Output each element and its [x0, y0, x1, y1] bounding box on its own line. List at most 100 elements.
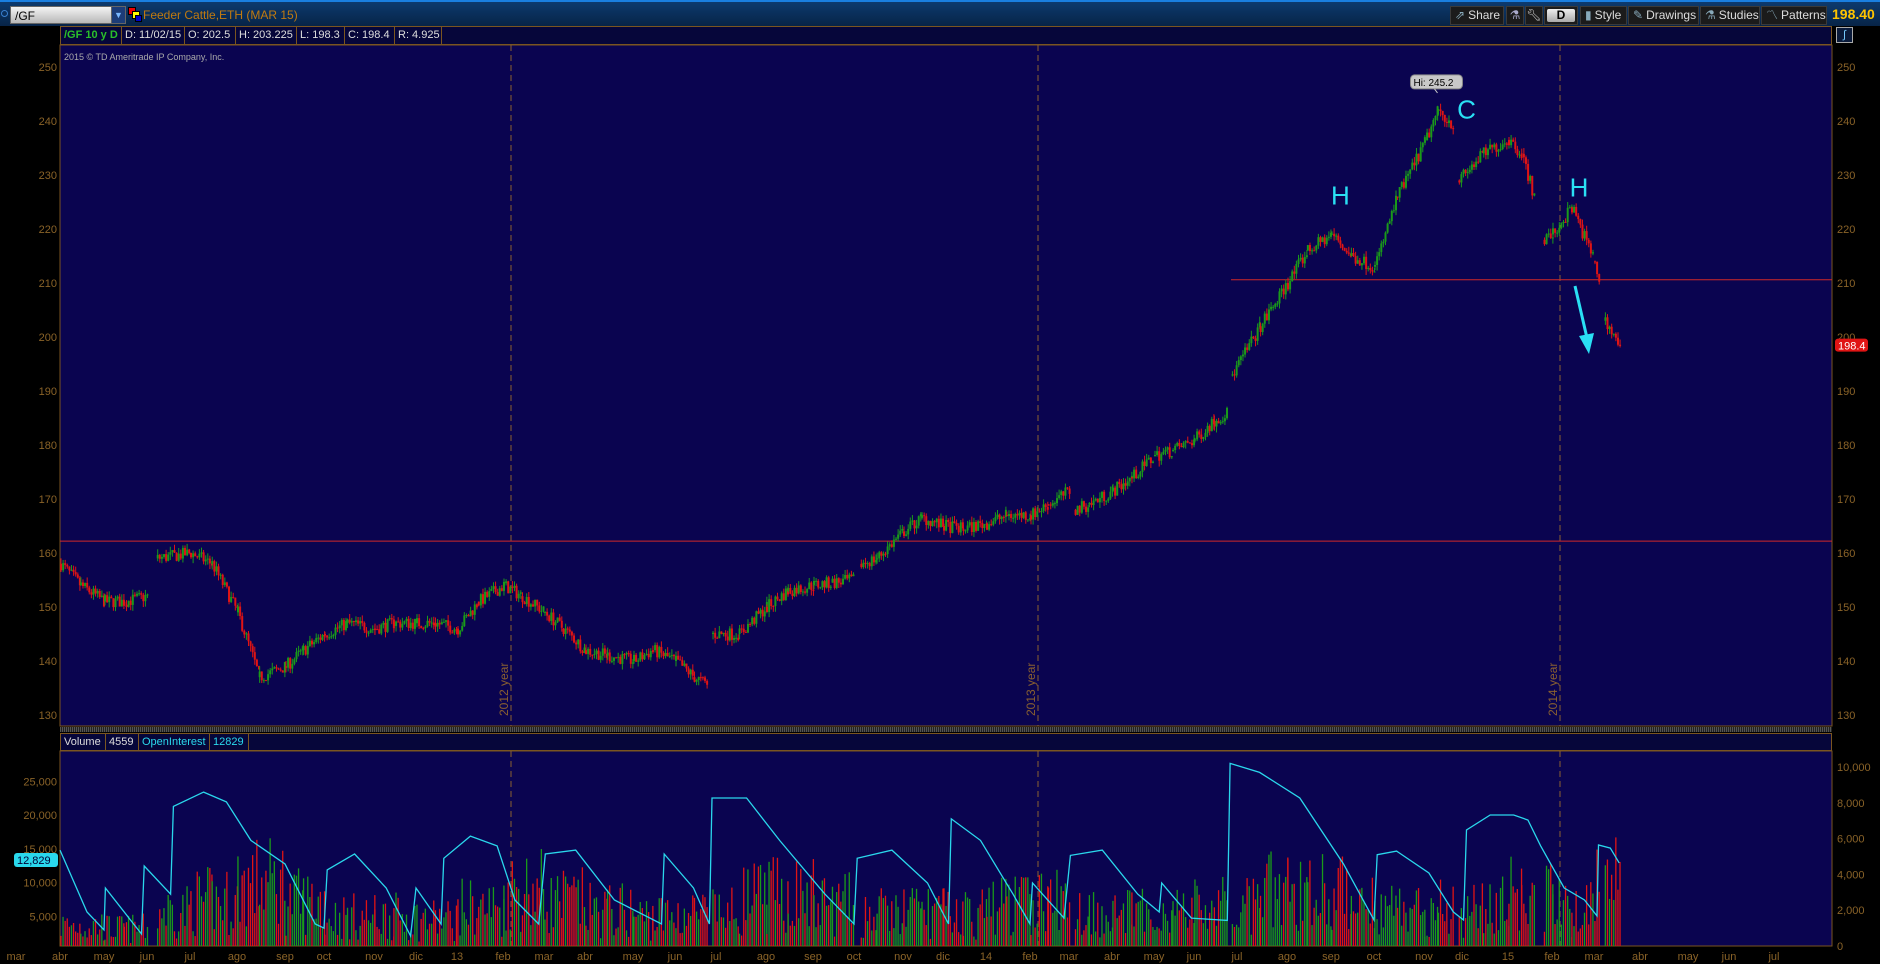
candle: [1250, 336, 1253, 344]
info-open: O: 202.5: [185, 27, 236, 44]
volume-bar: [1469, 915, 1471, 946]
patterns-button[interactable]: 〽 Patterns: [1761, 6, 1827, 25]
candle: [988, 524, 991, 530]
volume-bar: [134, 921, 136, 946]
volume-bar: [1413, 904, 1415, 946]
top-toolbar: /GF ▼ Feeder Cattle,ETH (MAR 15) ⇗ Share …: [0, 0, 1880, 26]
volume-bar: [178, 931, 180, 946]
candle: [239, 606, 242, 617]
candle: [1552, 228, 1554, 235]
volume-bar: [1506, 919, 1508, 946]
candle: [1439, 109, 1442, 111]
volume-bar: [1193, 922, 1195, 946]
candle: [507, 581, 510, 594]
candle: [1407, 173, 1410, 176]
candle: [1303, 257, 1306, 264]
volume-bar: [542, 889, 545, 946]
volume-bar: [1036, 923, 1038, 946]
candle: [511, 586, 514, 588]
candle: [919, 514, 922, 517]
date-tick: jul: [1230, 951, 1242, 963]
candle: [1030, 515, 1032, 520]
candle: [844, 574, 847, 579]
volume-bar: [397, 897, 399, 946]
volume-bar: [1209, 912, 1211, 946]
studies-button[interactable]: ⚗ Studies: [1700, 6, 1760, 25]
candle: [125, 604, 128, 607]
candle: [687, 668, 690, 675]
color-squares-icon[interactable]: [128, 7, 142, 23]
volume-bar: [271, 873, 273, 946]
style-button[interactable]: ▮ Style: [1580, 6, 1627, 25]
candle: [1000, 516, 1003, 520]
volume-bar: [455, 905, 458, 946]
share-label: Share: [1468, 8, 1501, 22]
candle: [475, 604, 478, 608]
candle: [1554, 228, 1557, 233]
volume-tick: 10,000: [23, 878, 57, 890]
volume-bar: [1452, 886, 1454, 946]
volume-bar: [1103, 933, 1105, 946]
volume-bar: [94, 919, 97, 946]
volume-bar: [317, 896, 319, 946]
candle: [675, 655, 677, 661]
candle: [1233, 374, 1236, 376]
volume-bar: [256, 839, 258, 946]
volume-bar: [353, 893, 355, 946]
studies-quick-button[interactable]: ⚗: [1506, 6, 1524, 25]
volume-bar: [833, 936, 836, 946]
volume-bar: [1307, 882, 1309, 946]
volume-bar: [577, 879, 579, 946]
volume-bar: [88, 928, 90, 946]
drawings-button[interactable]: ✎ Drawings: [1628, 6, 1699, 25]
date-tick: sep: [1322, 951, 1340, 963]
candle: [1464, 169, 1467, 173]
period-button[interactable]: D: [1544, 6, 1578, 25]
candle: [931, 521, 934, 527]
candle: [1443, 114, 1446, 122]
volume-bar: [1319, 913, 1322, 946]
volume-bar: [1411, 908, 1413, 946]
candle: [720, 631, 723, 635]
settings-button[interactable]: 🔧︎: [1525, 6, 1543, 25]
link-icon[interactable]: [1, 10, 8, 17]
volume-bar: [530, 925, 532, 946]
volume-bar: [745, 920, 747, 946]
candle: [1120, 484, 1123, 490]
candle: [430, 622, 433, 624]
candle: [597, 650, 600, 660]
volume-bar: [695, 911, 698, 946]
candle: [345, 621, 347, 631]
candle: [451, 632, 454, 634]
date-tick: may: [1144, 951, 1165, 963]
volume-bar: [609, 885, 611, 946]
expand-chart-icon[interactable]: ∫: [1836, 27, 1853, 43]
share-button[interactable]: ⇗ Share: [1450, 6, 1504, 25]
volume-bar: [237, 856, 239, 946]
candle: [1409, 169, 1412, 174]
volume-bar: [650, 940, 652, 946]
volume-bar: [1025, 877, 1027, 946]
date-tick: jul: [1767, 951, 1779, 963]
volume-bar: [871, 930, 873, 946]
candle: [1570, 207, 1573, 213]
candle: [1143, 461, 1146, 466]
candle: [365, 630, 368, 633]
candle: [1594, 261, 1596, 263]
volume-bar: [167, 894, 169, 946]
volume-bar: [355, 930, 357, 946]
arrow-head-icon: [1579, 333, 1594, 354]
volume-bar: [913, 898, 916, 946]
panel-splitter[interactable]: [60, 727, 1832, 732]
candle: [837, 578, 840, 583]
symbol-input[interactable]: /GF: [10, 6, 112, 24]
symbol-dropdown-button[interactable]: ▼: [111, 6, 126, 24]
volume-bar: [1259, 907, 1261, 946]
candle: [1619, 344, 1622, 346]
volume-bar: [1417, 888, 1420, 946]
candle: [243, 630, 246, 635]
volume-bar: [953, 922, 956, 946]
volume-bar: [378, 929, 380, 946]
candle-icon: ▮: [1585, 8, 1592, 22]
